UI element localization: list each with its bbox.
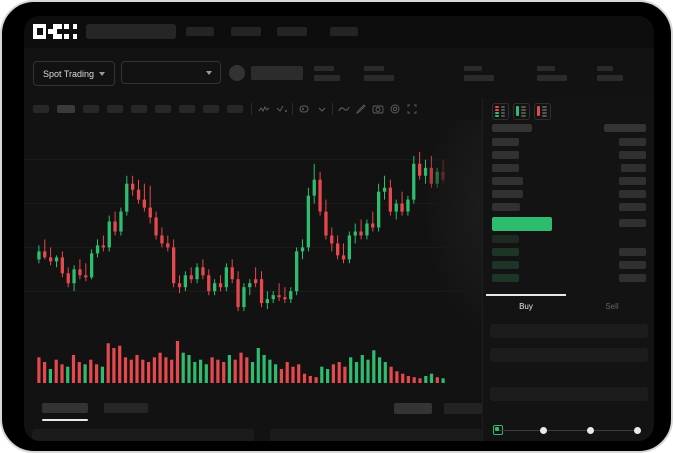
stat-3 bbox=[537, 66, 567, 81]
orderbook-buy-icon[interactable] bbox=[513, 103, 530, 120]
timeframe-6[interactable] bbox=[179, 105, 195, 113]
bottom-tab-1[interactable] bbox=[104, 403, 148, 413]
bottom-tab-0[interactable] bbox=[42, 403, 88, 413]
stat-4 bbox=[597, 66, 623, 81]
orderbook-bid-row[interactable] bbox=[492, 274, 519, 282]
settings-gear-icon[interactable] bbox=[389, 103, 401, 115]
orderbook-bid-value bbox=[619, 248, 646, 256]
timeframe-7[interactable] bbox=[203, 105, 219, 113]
timeframe-5[interactable] bbox=[155, 105, 171, 113]
orderbook-both-icon[interactable] bbox=[492, 103, 509, 120]
stepper-node-3[interactable] bbox=[634, 426, 641, 434]
stat-1 bbox=[364, 66, 394, 81]
pair-name bbox=[251, 66, 303, 80]
orderbook-ask-value bbox=[619, 177, 646, 185]
bottom-panel-strip bbox=[24, 429, 482, 441]
compare-icon[interactable] bbox=[276, 103, 288, 115]
tab-sell[interactable]: Sell bbox=[605, 302, 619, 311]
indicators-icon[interactable] bbox=[258, 103, 270, 115]
pair-subheader: Spot Trading bbox=[24, 48, 654, 98]
orderbook-ask-row[interactable] bbox=[492, 164, 519, 172]
chevron-down-icon bbox=[99, 71, 106, 76]
okx-logo[interactable] bbox=[33, 24, 78, 39]
chart-canvas bbox=[24, 151, 482, 312]
buy-tab-underline bbox=[486, 294, 566, 296]
camera-icon[interactable] bbox=[372, 103, 384, 115]
nav-item-1[interactable] bbox=[231, 27, 261, 36]
timeframe-4[interactable] bbox=[131, 105, 147, 113]
bottom-panel-0[interactable] bbox=[32, 429, 254, 441]
order-amount-field[interactable] bbox=[490, 348, 648, 362]
chart-edge-shadow bbox=[424, 120, 482, 335]
stat-2 bbox=[464, 66, 494, 81]
orderbook-header-left bbox=[492, 124, 532, 132]
timeframe-2[interactable] bbox=[83, 105, 99, 113]
fullscreen-icon[interactable] bbox=[406, 103, 418, 115]
orderbook-ask-row[interactable] bbox=[492, 138, 519, 146]
orderbook-last-price bbox=[492, 217, 552, 231]
timeframe-0[interactable] bbox=[33, 105, 49, 113]
drawing-pencil-icon[interactable] bbox=[355, 103, 367, 115]
orderbook-ask-value bbox=[621, 164, 646, 172]
candlestick-chart[interactable] bbox=[24, 120, 482, 335]
orderbook-ask-row[interactable] bbox=[492, 177, 523, 185]
bottom-panel-1[interactable] bbox=[270, 429, 482, 441]
chevron-down-icon[interactable] bbox=[316, 103, 328, 115]
orderbook-bid-row[interactable] bbox=[492, 261, 519, 269]
chevron-down-icon bbox=[206, 70, 212, 75]
orderbook-last-value bbox=[619, 219, 646, 227]
coin-avatar-icon bbox=[229, 65, 245, 81]
pair-select[interactable] bbox=[121, 61, 221, 84]
nav-item-3[interactable] bbox=[330, 27, 358, 36]
amount-percent-stepper[interactable] bbox=[493, 425, 645, 435]
nav-item-0[interactable] bbox=[186, 27, 214, 36]
nav-item-2[interactable] bbox=[277, 27, 307, 36]
orderbook-sell-icon[interactable] bbox=[534, 103, 551, 120]
top-header-bar bbox=[24, 16, 654, 48]
timeframe-3[interactable] bbox=[107, 105, 123, 113]
volume-canvas bbox=[37, 341, 445, 383]
order-book-panel: Buy Sell bbox=[482, 98, 654, 441]
volume-histogram[interactable] bbox=[24, 335, 482, 395]
stepper-track bbox=[497, 429, 641, 431]
logo-glyph-x bbox=[63, 24, 78, 39]
bottom-action-0[interactable] bbox=[394, 403, 432, 414]
orderbook-bid-row[interactable] bbox=[492, 235, 519, 243]
orderbook-ask-row[interactable] bbox=[492, 190, 523, 198]
app-screen: Spot Trading bbox=[24, 16, 654, 441]
orderbook-ask-row[interactable] bbox=[492, 203, 520, 211]
spot-trading-dropdown[interactable]: Spot Trading bbox=[33, 61, 116, 86]
spot-trading-label: Spot Trading bbox=[43, 68, 95, 79]
orderbook-bid-row[interactable] bbox=[492, 248, 519, 256]
search-input[interactable] bbox=[86, 24, 176, 39]
orderbook-bid-value bbox=[619, 274, 646, 282]
order-total-field[interactable] bbox=[490, 387, 648, 401]
stepper-node-2[interactable] bbox=[587, 426, 594, 434]
template-icon[interactable] bbox=[298, 103, 310, 115]
orderbook-ask-value bbox=[619, 190, 646, 198]
orderbook-ask-value bbox=[619, 203, 646, 211]
stat-0 bbox=[314, 66, 340, 81]
orderbook-ask-value bbox=[619, 138, 646, 146]
stepper-node-1[interactable] bbox=[540, 426, 547, 434]
logo-glyph-k bbox=[48, 24, 63, 39]
timeframe-8[interactable] bbox=[227, 105, 243, 113]
orderbook-bid-value bbox=[619, 261, 646, 269]
bottom-tab-underline bbox=[42, 419, 88, 421]
line-chart-icon[interactable] bbox=[338, 103, 350, 115]
order-price-field[interactable] bbox=[490, 324, 648, 338]
buy-sell-tabs: Buy Sell bbox=[483, 294, 654, 320]
timeframe-1[interactable] bbox=[57, 105, 75, 113]
orderbook-ask-value bbox=[619, 151, 646, 159]
bottom-action-1[interactable] bbox=[444, 403, 482, 414]
tab-buy[interactable]: Buy bbox=[519, 302, 533, 311]
logo-glyph-o bbox=[33, 24, 47, 39]
orderbook-ask-row[interactable] bbox=[492, 151, 519, 159]
orderbook-rows[interactable] bbox=[483, 124, 654, 290]
orderbook-header-right bbox=[604, 124, 646, 132]
orders-tabbar bbox=[24, 395, 482, 429]
